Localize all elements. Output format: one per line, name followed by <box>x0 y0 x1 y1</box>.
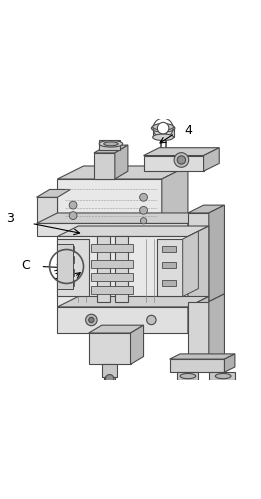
Polygon shape <box>57 237 188 307</box>
Polygon shape <box>188 213 209 302</box>
Polygon shape <box>144 156 204 171</box>
Polygon shape <box>162 166 188 229</box>
Ellipse shape <box>215 373 231 379</box>
Circle shape <box>89 317 94 322</box>
Polygon shape <box>91 260 133 268</box>
FancyBboxPatch shape <box>64 279 74 286</box>
Polygon shape <box>57 296 209 307</box>
Polygon shape <box>188 205 224 213</box>
Polygon shape <box>97 237 110 302</box>
Polygon shape <box>188 302 209 367</box>
Ellipse shape <box>153 124 174 130</box>
Polygon shape <box>209 205 224 302</box>
Polygon shape <box>57 226 209 237</box>
Text: 3: 3 <box>7 212 14 225</box>
Circle shape <box>69 212 77 220</box>
Ellipse shape <box>99 141 123 147</box>
FancyBboxPatch shape <box>162 280 176 286</box>
Circle shape <box>69 201 77 209</box>
Polygon shape <box>94 153 115 179</box>
Text: 31: 31 <box>52 269 68 282</box>
Polygon shape <box>170 359 224 372</box>
Polygon shape <box>89 325 144 333</box>
Circle shape <box>174 153 189 167</box>
Circle shape <box>140 218 147 224</box>
Polygon shape <box>104 377 115 383</box>
Polygon shape <box>91 245 133 252</box>
Polygon shape <box>157 239 183 296</box>
Ellipse shape <box>104 142 118 146</box>
Circle shape <box>157 122 169 134</box>
Circle shape <box>140 194 147 201</box>
Polygon shape <box>99 140 120 150</box>
Polygon shape <box>102 364 117 377</box>
Text: 4: 4 <box>184 124 192 137</box>
Polygon shape <box>57 307 188 333</box>
Polygon shape <box>188 213 209 237</box>
Polygon shape <box>188 296 209 333</box>
Polygon shape <box>115 237 128 302</box>
Polygon shape <box>37 224 188 237</box>
Circle shape <box>147 315 156 325</box>
Polygon shape <box>37 197 57 224</box>
Polygon shape <box>188 226 209 307</box>
Polygon shape <box>115 145 128 179</box>
Polygon shape <box>153 127 174 137</box>
Polygon shape <box>209 294 224 367</box>
Polygon shape <box>224 354 235 372</box>
Ellipse shape <box>180 373 196 379</box>
Polygon shape <box>209 372 235 380</box>
Polygon shape <box>94 145 128 153</box>
Polygon shape <box>37 213 209 224</box>
Circle shape <box>177 156 186 164</box>
FancyBboxPatch shape <box>64 269 74 275</box>
Polygon shape <box>91 273 133 281</box>
Polygon shape <box>91 286 133 294</box>
Circle shape <box>105 375 114 383</box>
Ellipse shape <box>153 134 174 141</box>
FancyBboxPatch shape <box>162 247 176 252</box>
Polygon shape <box>130 325 144 364</box>
Polygon shape <box>57 245 73 288</box>
Polygon shape <box>37 190 70 197</box>
Circle shape <box>140 207 147 214</box>
Polygon shape <box>183 231 198 296</box>
Polygon shape <box>144 148 219 156</box>
FancyBboxPatch shape <box>64 256 74 262</box>
Ellipse shape <box>151 124 175 132</box>
FancyBboxPatch shape <box>162 262 176 268</box>
FancyBboxPatch shape <box>64 246 74 252</box>
Polygon shape <box>57 239 89 296</box>
Polygon shape <box>57 179 162 229</box>
Polygon shape <box>204 148 219 171</box>
Polygon shape <box>89 333 130 364</box>
Polygon shape <box>170 354 235 359</box>
Polygon shape <box>57 166 188 179</box>
Polygon shape <box>177 372 198 380</box>
Circle shape <box>86 314 97 326</box>
Text: C: C <box>22 258 31 271</box>
